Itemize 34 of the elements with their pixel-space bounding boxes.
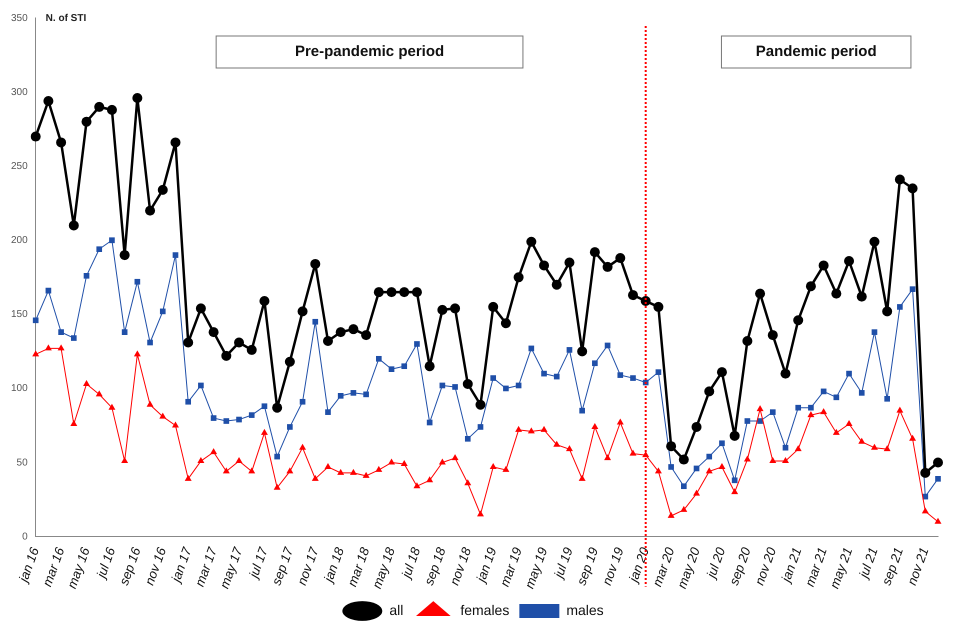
x-tick-label: nov 19 bbox=[599, 545, 626, 588]
y-tick-label: 200 bbox=[10, 235, 28, 246]
y-tick-label: 300 bbox=[10, 86, 28, 98]
y-tick-label: 250 bbox=[10, 160, 28, 172]
x-tick-label: jul 16 bbox=[92, 544, 118, 582]
legend-label: males bbox=[566, 602, 604, 618]
x-tick-label: sep 17 bbox=[268, 544, 296, 588]
y-tick-label: 350 bbox=[10, 12, 28, 24]
x-tick-label: nov 18 bbox=[446, 544, 474, 588]
x-tick-label: nov 20 bbox=[752, 544, 780, 588]
x-tick-label: jul 18 bbox=[398, 544, 424, 582]
x-tick-label: sep 20 bbox=[726, 544, 754, 588]
x-tick-label: jan 19 bbox=[472, 545, 500, 586]
legend-label: females bbox=[460, 602, 510, 618]
x-tick-label: jan 21 bbox=[778, 545, 804, 586]
y-tick-label: 150 bbox=[10, 309, 28, 320]
x-tick-label: nov 17 bbox=[294, 544, 322, 588]
x-tick-label: nov 16 bbox=[142, 544, 170, 588]
annotation: Pandemic period bbox=[756, 43, 877, 60]
x-tick-label: jul 19 bbox=[550, 545, 576, 582]
x-tick-label: nov 21 bbox=[904, 545, 932, 588]
x-tick-label: sep 18 bbox=[421, 544, 449, 588]
y-tick-label: 50 bbox=[16, 457, 28, 468]
y-tick-label: 100 bbox=[10, 383, 28, 394]
y-tick-label: 0 bbox=[22, 531, 28, 542]
annotation: Pre-pandemic period bbox=[294, 43, 444, 60]
legend-label: all bbox=[389, 602, 404, 618]
x-tick-label: jul 20 bbox=[702, 544, 728, 582]
x-tick-label: sep 21 bbox=[878, 545, 906, 588]
x-tick-label: sep 16 bbox=[116, 544, 144, 588]
x-tick-label: jul 17 bbox=[245, 544, 271, 582]
x-tick-label: sep 19 bbox=[574, 545, 602, 588]
x-tick-label: jul 21 bbox=[855, 545, 881, 582]
y-axis-title: N. of STI bbox=[46, 12, 86, 24]
